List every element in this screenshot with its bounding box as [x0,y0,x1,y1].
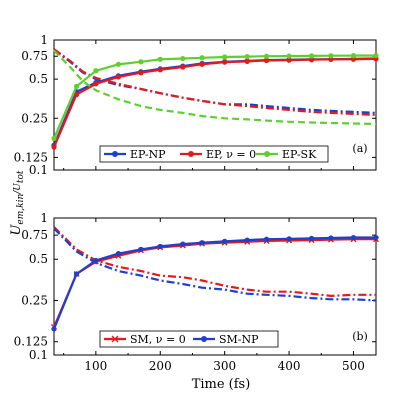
data-point [286,236,292,242]
data-point [115,74,121,80]
data-point [199,61,205,67]
series-line [53,48,377,117]
data-point [138,70,144,76]
data-point [157,56,163,62]
x-tick-label: 100 [84,359,107,373]
x-tick-label: 300 [213,359,236,373]
data-point [263,53,270,59]
data-point [73,83,80,89]
x-tick-label: 400 [278,359,301,373]
y-tick-label: 0.125 [14,150,48,164]
legend-label: EP, ν = 0 [206,148,256,161]
data-point [180,55,186,62]
series-line [53,48,377,114]
y-tick-label: 1 [40,211,48,225]
data-point [73,92,80,98]
series-line [53,49,377,126]
data-point [350,234,357,241]
series-line [52,54,377,139]
data-point [180,64,186,70]
data-point [115,61,121,67]
data-point [309,235,315,241]
data-point [244,237,250,243]
panel-label: (b) [352,330,368,343]
y-tick-label: 0.1 [29,163,48,177]
data-point [115,250,121,257]
panel-b: 100 200 300 400 500 0.10.125 0.25 0.5 0.75 1 SM, ν… [14,211,379,373]
panel-label: (a) [352,142,367,155]
y-tick-label: 0.75 [21,49,48,63]
legend-label: EP-NP [130,148,166,161]
data-point [138,246,144,252]
data-point [263,57,270,64]
series-line [52,57,377,148]
legend-marker [201,336,207,342]
data-point [51,144,57,150]
data-point [93,81,99,87]
y-axis-label: Uem,kin/Utot [9,170,26,235]
legend-label: EP-SK [282,148,317,161]
y-tick-label: 0.1 [29,348,48,362]
series-line [52,236,376,330]
data-point [157,243,163,250]
data-point [373,234,379,241]
data-point [157,67,163,73]
data-point [222,54,228,60]
data-point [286,53,292,59]
legend-marker [264,151,270,157]
panel-a: 0.10.125 0.25 0.5 0.75 1 EP-NP EP, ν = 0 EP-SK (… [14,33,379,177]
legend-box [99,330,279,348]
data-point [286,57,292,63]
legend-box [99,145,329,163]
data-point [328,53,334,59]
series-line [53,226,376,297]
y-tick-label: 0.125 [14,335,48,349]
data-point [222,238,228,244]
y-tick-label: 0.5 [29,72,48,86]
plot-frame [53,217,377,356]
data-point [244,54,250,60]
data-point [373,52,379,59]
data-point [222,59,228,65]
data-point [138,59,144,65]
data-point [309,53,315,59]
data-point [180,241,186,247]
legend-label: SM, ν = 0 [130,333,186,346]
data-point [244,58,250,64]
data-point [51,135,57,142]
data-point [199,55,205,61]
x-tick-label: 200 [149,359,172,373]
x-tick-label: 500 [342,359,365,373]
y-tick-label: 0.25 [21,111,48,125]
data-point [263,236,270,242]
legend-marker [188,151,194,157]
data-point [93,68,99,74]
data-point [309,57,315,63]
y-tick-label: 0.25 [21,293,48,307]
y-tick-label: 0.5 [29,252,48,266]
legend-marker [111,335,119,343]
x-axis-label: Time (fs) [192,377,251,392]
data-point [328,235,334,241]
y-tick-label: 0.75 [21,228,48,242]
data-point [199,240,205,246]
data-point [350,53,357,59]
data-point [328,56,334,62]
plot-frame [53,39,377,171]
legend-marker [112,151,118,157]
data-point [51,326,57,332]
data-point [73,271,80,277]
series-line [52,238,376,328]
y-tick-label: 1 [40,33,48,47]
legend-label: SM-NP [219,333,259,346]
data-point [350,56,357,62]
series-line [53,227,377,302]
